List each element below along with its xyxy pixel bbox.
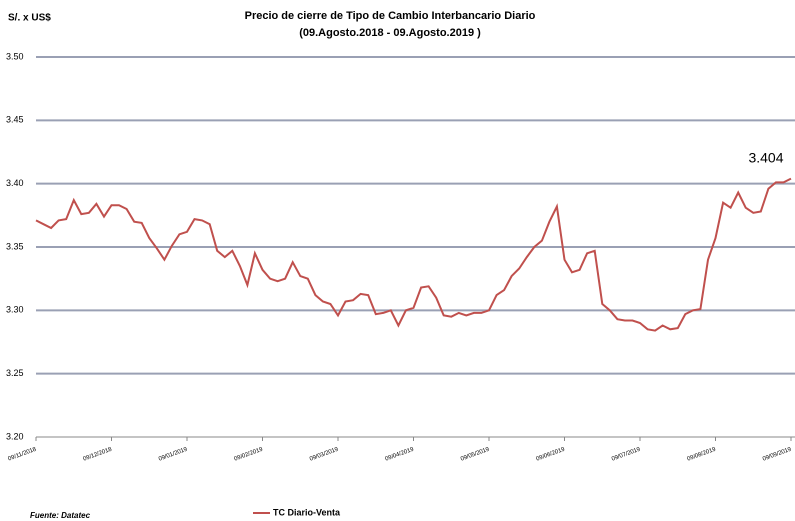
x-tick-label: 09/09/2019 — [762, 446, 793, 462]
x-tick-label: 09/05/2019 — [460, 446, 491, 462]
source: Fuente: Datatec — [30, 511, 91, 520]
y-tick-label: 3.50 — [6, 51, 24, 61]
y-axis-label: S/. x US$ — [8, 13, 51, 24]
series-line — [35, 177, 792, 332]
annotation: 3.404 — [748, 149, 783, 165]
y-tick-label: 3.40 — [6, 178, 24, 188]
x-tick-label: 09/03/2019 — [309, 446, 340, 462]
x-tick-label: 09/12/2018 — [82, 446, 113, 462]
x-tick-label: 09/01/2019 — [158, 446, 189, 462]
y-tick-label: 3.20 — [6, 431, 24, 441]
y-tick-label: 3.35 — [6, 241, 24, 251]
x-tick-label: 09/02/2019 — [233, 446, 264, 462]
x-tick-label: 09/04/2019 — [384, 446, 415, 462]
chart-title: Precio de cierre de Tipo de Cambio Inter… — [245, 10, 536, 22]
chart-subtitle: (09.Agosto.2018 - 09.Agosto.2019 ) — [299, 27, 481, 39]
x-tick-label: 09/07/2019 — [611, 446, 642, 462]
y-tick-label: 3.25 — [6, 368, 24, 378]
y-tick-label: 3.45 — [6, 115, 24, 125]
x-tick-label: 09/11/2018 — [7, 447, 37, 463]
y-tick-label: 3.30 — [6, 305, 24, 315]
x-tick-label: 09/06/2019 — [535, 446, 566, 462]
x-tick-label: 09/08/2019 — [686, 446, 717, 462]
legend-label: TC Diario-Venta — [273, 507, 341, 517]
